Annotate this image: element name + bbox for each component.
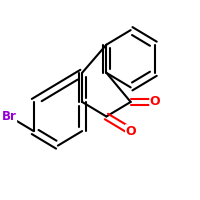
Text: Br: Br (2, 110, 17, 123)
Text: O: O (150, 95, 160, 108)
Text: O: O (125, 125, 136, 138)
